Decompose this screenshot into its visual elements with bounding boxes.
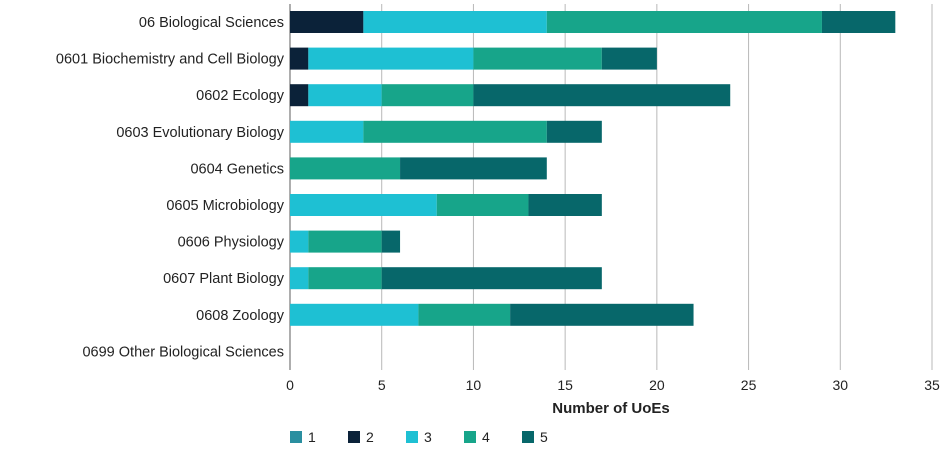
legend-label-5: 5 — [540, 429, 548, 445]
x-tick-labels: 0 5 10 15 20 25 30 35 — [286, 377, 940, 393]
bar-series-4-0606-physiology — [308, 230, 382, 253]
bar-series-3-0606-physiology — [290, 230, 309, 253]
bar-series-4-06-biological-sciences — [546, 11, 822, 33]
legend-label-1: 1 — [308, 429, 316, 445]
bar-series-3-0603-evolutionary-biology — [290, 120, 364, 143]
bar-series-2-0601-biochemistry-and-cell-biology — [290, 47, 309, 70]
bar-series-4-0607-plant-biology — [308, 267, 382, 290]
category-label: 0608 Zoology — [196, 308, 285, 324]
bar-series-5-0602-ecology — [473, 84, 731, 107]
bar-series-5-0603-evolutionary-biology — [546, 120, 602, 143]
bar-series-3-0602-ecology — [308, 84, 382, 107]
legend-label-4: 4 — [482, 429, 490, 445]
bar-series-5-0601-biochemistry-and-cell-biology — [601, 47, 657, 70]
bar-series-5-0604-genetics — [400, 157, 547, 180]
category-label: 06 Biological Sciences — [139, 15, 284, 31]
bar-series-3-0608-zoology — [290, 303, 419, 326]
category-label: 0607 Plant Biology — [163, 271, 285, 287]
x-tick-label-20: 20 — [649, 377, 665, 393]
x-tick-label-35: 35 — [924, 377, 940, 393]
bar-series-3-0607-plant-biology — [290, 267, 309, 290]
x-tick-label-30: 30 — [832, 377, 848, 393]
bar-series-5-0608-zoology — [510, 303, 694, 326]
bar-series-5-0607-plant-biology — [381, 267, 602, 290]
x-tick-label-0: 0 — [286, 377, 294, 393]
bars — [290, 11, 896, 326]
bar-series-4-0602-ecology — [381, 84, 474, 107]
legend-label-3: 3 — [424, 429, 432, 445]
bar-series-5-0605-microbiology — [528, 194, 602, 216]
bar-series-4-0601-biochemistry-and-cell-biology — [473, 47, 602, 70]
legend-swatch-2 — [348, 431, 360, 443]
legend-swatch-5 — [522, 431, 534, 443]
legend-swatch-3 — [406, 431, 418, 443]
x-tick-label-15: 15 — [557, 377, 573, 393]
category-label: 0605 Microbiology — [166, 198, 284, 214]
x-axis-title: Number of UoEs — [552, 400, 670, 417]
bar-series-3-06-biological-sciences — [363, 11, 547, 33]
category-label: 0606 Physiology — [178, 235, 285, 251]
category-label: 0602 Ecology — [196, 88, 285, 104]
legend: 1 2 3 4 5 — [290, 429, 548, 445]
legend-swatch-4 — [464, 431, 476, 443]
x-tick-label-25: 25 — [741, 377, 757, 393]
bar-series-3-0601-biochemistry-and-cell-biology — [308, 47, 474, 70]
category-label: 0604 Genetics — [190, 161, 284, 177]
bar-series-4-0605-microbiology — [436, 194, 529, 216]
bar-series-5-06-biological-sciences — [821, 11, 896, 33]
bar-series-4-0603-evolutionary-biology — [363, 120, 547, 143]
bar-series-2-06-biological-sciences — [290, 11, 364, 33]
bar-series-3-0605-microbiology — [290, 194, 437, 216]
bar-series-4-0604-genetics — [290, 157, 401, 180]
category-label: 0603 Evolutionary Biology — [116, 125, 284, 141]
bar-series-4-0608-zoology — [418, 303, 511, 326]
bar-series-5-0606-physiology — [381, 230, 401, 253]
bar-series-2-0602-ecology — [290, 84, 309, 107]
x-tick-label-5: 5 — [378, 377, 386, 393]
category-label: 0601 Biochemistry and Cell Biology — [56, 52, 285, 68]
legend-label-2: 2 — [366, 429, 374, 445]
category-labels: 06 Biological Sciences 0601 Biochemistry … — [56, 15, 285, 360]
x-tick-label-10: 10 — [466, 377, 482, 393]
legend-swatch-1 — [290, 431, 302, 443]
category-label: 0699 Other Biological Sciences — [82, 344, 284, 360]
